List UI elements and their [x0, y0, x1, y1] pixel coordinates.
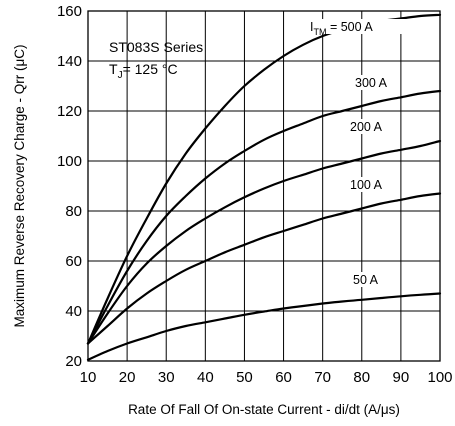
x-tick-label: 40 — [197, 369, 214, 386]
y-tick-label: 100 — [57, 153, 82, 170]
series-line — [86, 192, 442, 345]
series-label-bg — [348, 119, 394, 134]
series-label: 200 A — [350, 120, 383, 134]
x-tick-label: 20 — [119, 369, 136, 386]
y-tick-label: 160 — [57, 3, 82, 20]
x-axis-label: Rate Of Fall Of On-state Current - di/dt… — [128, 402, 400, 417]
series-label: 300 A — [355, 76, 388, 90]
x-tick-label: 50 — [236, 369, 253, 386]
y-axis-label: Maximum Reverse Recovery Charge - Qrr (μ… — [12, 44, 27, 327]
y-tick-label: 20 — [65, 353, 82, 370]
series-line — [86, 139, 442, 345]
series-line — [86, 89, 442, 345]
y-tick-label: 120 — [57, 103, 82, 120]
series-labels: ITM = 500 A 300 A 200 A 100 A 50 A — [308, 19, 406, 287]
series-label: 100 A — [350, 178, 383, 192]
tick-labels: 10 20 30 40 50 60 70 80 90 1002040608010012014016… — [57, 3, 453, 386]
series-line — [86, 292, 442, 361]
series-note-line1: ST083S Series — [109, 39, 203, 55]
series-label-bg — [348, 177, 394, 192]
grid-lines — [88, 11, 440, 361]
x-tick-label: 80 — [353, 369, 370, 386]
x-tick-label: 90 — [393, 369, 410, 386]
series-label-bg — [308, 19, 406, 34]
y-tick-label: 60 — [65, 253, 82, 270]
x-tick-label: 30 — [158, 369, 175, 386]
junction-temp-note: TJ= 125 °C — [109, 61, 178, 81]
x-tick-label: 70 — [314, 369, 331, 386]
x-tick-label: 60 — [275, 369, 292, 386]
y-tick-label: 80 — [65, 203, 82, 220]
series-label-bg — [353, 75, 399, 90]
series-label: ITM = 500 A — [310, 20, 373, 37]
x-tick-label: 10 — [80, 369, 97, 386]
plot-frame — [87, 10, 441, 362]
series-label: 50 A — [353, 273, 379, 287]
x-tick-label: 100 — [427, 369, 452, 386]
y-tick-label: 40 — [65, 303, 82, 320]
series-label-bg — [351, 272, 397, 287]
y-tick-label: 140 — [57, 53, 82, 70]
